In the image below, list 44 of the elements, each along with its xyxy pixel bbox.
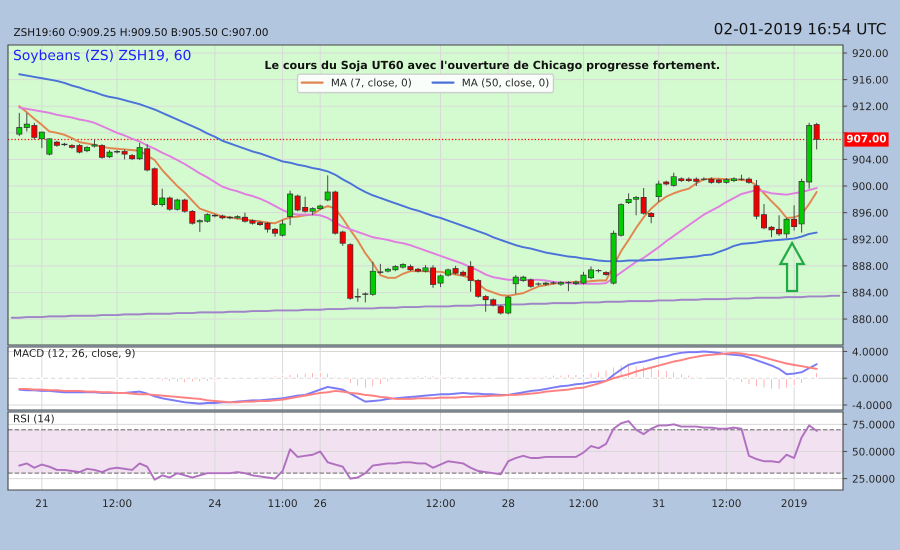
y-tick-label: 912.00 [852, 102, 888, 110]
y-tick-label: -4.0000 [852, 401, 892, 410]
x-tick-label: 28 [502, 499, 514, 508]
candlestick [166, 196, 173, 212]
legend-label: MA (50, close, 0) [462, 78, 548, 88]
y-tick-label: 888.00 [852, 262, 888, 270]
y-tick-label: 892.00 [852, 235, 888, 244]
y-tick-label: 75.0000 [852, 420, 894, 428]
y-tick-label: 50.0000 [852, 448, 894, 456]
y-tick-label: 880.00 [852, 315, 888, 324]
x-tick-label: 11:00 [268, 499, 297, 508]
legend-label: MA (7, close, 0) [332, 78, 411, 88]
y-tick-label: 916.00 [852, 76, 888, 84]
line-series [10, 294, 840, 319]
annotation: Le cours du Soja UT60 avec l'ouverture de Chicago progresse fortement. [265, 60, 720, 72]
candlestick [498, 304, 504, 315]
x-tick-label: 31 [652, 499, 664, 508]
ref-line-label: 907.00 [846, 134, 886, 142]
candlestick [670, 172, 677, 188]
y-tick-label: 0.0000 [852, 374, 888, 382]
x-tick-label: 12:00 [103, 499, 132, 508]
y-tick-label: 900.00 [852, 182, 888, 190]
chart-title: RSI (14) [14, 414, 54, 424]
x-tick-label: 2019 [782, 499, 807, 508]
line-series [18, 73, 818, 262]
candlestick [340, 230, 346, 246]
y-tick-label: 920.00 [852, 49, 888, 58]
y-tick-label: 4.0000 [852, 348, 888, 356]
x-tick-label: 12:00 [570, 499, 598, 508]
y-tick-label: 896.00 [852, 208, 888, 217]
x-tick-label: 12:00 [426, 499, 455, 508]
text: ZSH19:60 O:909.25 H:909.50 B:905.50 C:907.00 [14, 28, 268, 36]
x-tick-label: 12:00 [712, 499, 741, 508]
chart-title: MACD (12, 26, close, 9) [14, 348, 135, 358]
candlestick [505, 295, 512, 315]
y-tick-label: 25.0000 [852, 474, 894, 483]
chart-title: Soybeans (ZS) ZSH19, 60 [14, 50, 190, 63]
candlestick [174, 198, 180, 212]
y-tick-label: 904.00 [852, 156, 888, 164]
x-tick-label: 24 [209, 499, 221, 507]
y-tick-label: 884.00 [852, 288, 888, 297]
x-tick-label: 26 [314, 499, 326, 508]
x-tick-label: 21 [36, 499, 48, 507]
text: 02-01-2019 16:54 UTC [714, 22, 886, 34]
